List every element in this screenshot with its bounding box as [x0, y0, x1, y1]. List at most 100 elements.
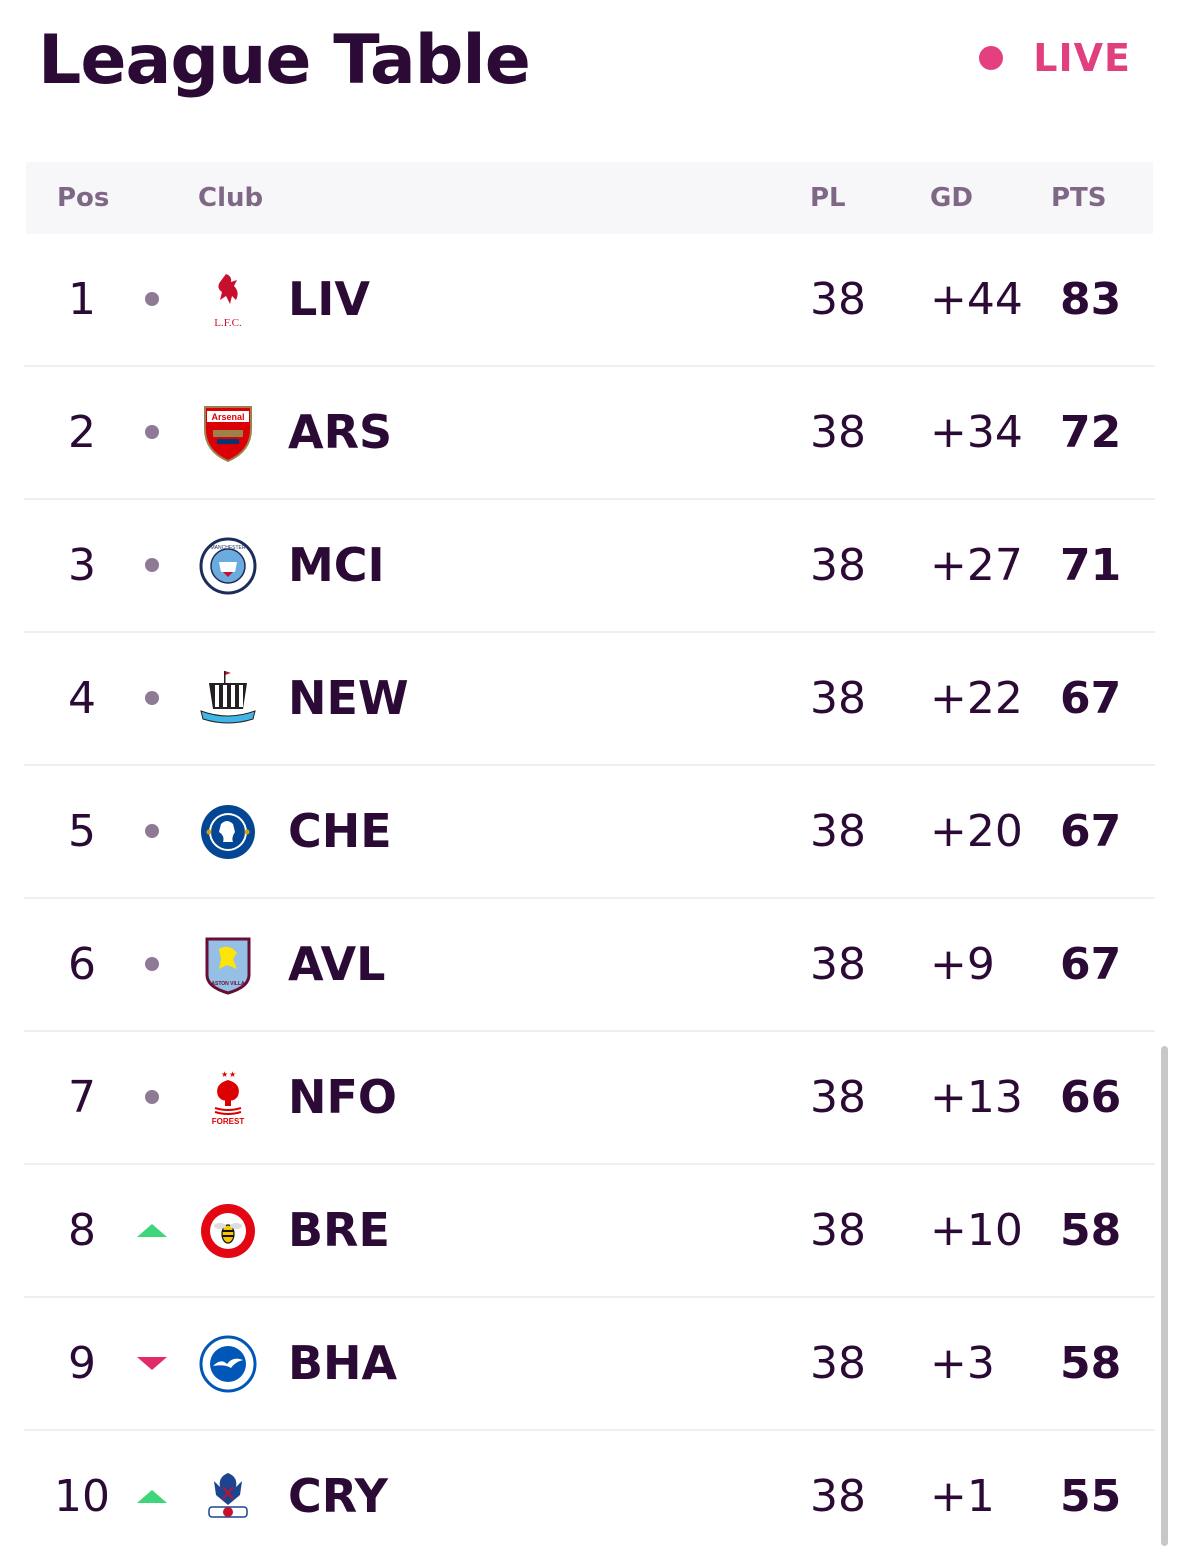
table-row[interactable]: 3 MANCHESTER MCI 38 +27 71	[24, 500, 1155, 633]
position: 9	[68, 1338, 96, 1389]
movement-indicator	[137, 287, 167, 311]
goal-difference-value: +20	[930, 806, 1023, 857]
movement-indicator	[137, 1085, 167, 1109]
table-row[interactable]: 2 Arsenal ARS 38 +34 72	[24, 367, 1155, 500]
movement-indicator	[137, 686, 167, 710]
goal-difference-value: +13	[930, 1072, 1023, 1123]
table-row[interactable]: 6 ASTON VILLA AVL 38 +9 67	[24, 899, 1155, 1032]
points-value: 66	[1060, 1072, 1122, 1123]
arrow-up-icon	[137, 1223, 167, 1237]
played-value: 38	[810, 1471, 866, 1522]
goal-difference-value: +27	[930, 540, 1023, 591]
movement-indicator	[137, 1484, 167, 1508]
points-value: 67	[1060, 939, 1122, 990]
svg-text:FOREST: FOREST	[212, 1117, 245, 1126]
position: 5	[68, 806, 96, 857]
played-value: 38	[810, 673, 866, 724]
points-value: 67	[1060, 673, 1122, 724]
arsenal-crest-text: Arsenal	[211, 412, 244, 422]
goal-difference-value: +1	[930, 1471, 995, 1522]
column-header-pl[interactable]: PL	[810, 183, 846, 213]
club-name[interactable]: BHA	[288, 1336, 398, 1390]
svg-text:MANCHESTER: MANCHESTER	[210, 545, 245, 551]
liverpool-crest-text: L.F.C.	[214, 317, 242, 329]
points-value: 67	[1060, 806, 1122, 857]
club-name[interactable]: ARS	[288, 405, 393, 459]
column-header-club[interactable]: Club	[198, 183, 264, 213]
club-name[interactable]: AVL	[288, 937, 386, 991]
brentford-crest-icon[interactable]	[199, 1201, 257, 1261]
position: 7	[68, 1072, 96, 1123]
movement-indicator	[137, 819, 167, 843]
table-row[interactable]: 1 L.F.C. LIV 38 +44 83	[24, 234, 1155, 367]
movement-indicator	[137, 420, 167, 444]
page-title: League Table	[38, 21, 531, 100]
column-header-pos[interactable]: Pos	[57, 183, 110, 213]
no-change-dot-icon	[145, 957, 159, 971]
played-value: 38	[810, 1072, 866, 1123]
aston-villa-crest-icon[interactable]: ASTON VILLA	[199, 935, 257, 995]
club-name[interactable]: MCI	[288, 538, 385, 592]
points-value: 55	[1060, 1471, 1122, 1522]
movement-indicator	[137, 952, 167, 976]
scrollbar[interactable]	[1161, 1046, 1168, 1546]
no-change-dot-icon	[145, 425, 159, 439]
club-name[interactable]: CHE	[288, 804, 392, 858]
position: 4	[68, 673, 96, 724]
table-row[interactable]: 4 NEW 38 +22 67	[24, 633, 1155, 766]
table-row[interactable]: 9 BHA 38 +3 58	[24, 1298, 1155, 1431]
manchester-city-crest-icon[interactable]: MANCHESTER	[199, 536, 257, 596]
arsenal-crest-icon[interactable]: Arsenal	[199, 403, 257, 463]
points-value: 58	[1060, 1205, 1122, 1256]
position: 10	[54, 1471, 110, 1522]
points-value: 83	[1060, 274, 1122, 325]
svg-text:★: ★	[221, 1070, 228, 1079]
live-indicator[interactable]: LIVE	[979, 36, 1131, 80]
no-change-dot-icon	[145, 824, 159, 838]
no-change-dot-icon	[145, 292, 159, 306]
position: 3	[68, 540, 96, 591]
table-row[interactable]: 10 CRY 38 +1 55	[24, 1431, 1155, 1546]
position: 2	[68, 407, 96, 458]
chelsea-crest-icon[interactable]	[199, 802, 257, 862]
table-body: 1 L.F.C. LIV 38 +44 83 2 Arsenal ARS 38 +34 72 3 MANC…	[0, 234, 1179, 1546]
played-value: 38	[810, 540, 866, 591]
table-row[interactable]: 8 BRE 38 +10 58	[24, 1165, 1155, 1298]
movement-indicator	[137, 553, 167, 577]
goal-difference-value: +34	[930, 407, 1023, 458]
position: 6	[68, 939, 96, 990]
movement-indicator	[137, 1351, 167, 1375]
points-value: 71	[1060, 540, 1122, 591]
column-header-pts[interactable]: PTS	[1051, 183, 1107, 213]
crystal-palace-crest-icon[interactable]	[199, 1467, 257, 1527]
goal-difference-value: +9	[930, 939, 995, 990]
table-row[interactable]: 5 CHE 38 +20 67	[24, 766, 1155, 899]
goal-difference-value: +10	[930, 1205, 1023, 1256]
nottingham-forest-crest-icon[interactable]: ★ ★ FOREST	[199, 1068, 257, 1128]
club-name[interactable]: NFO	[288, 1070, 398, 1124]
no-change-dot-icon	[145, 1090, 159, 1104]
table-row[interactable]: 7 ★ ★ FOREST NFO 38 +13 66	[24, 1032, 1155, 1165]
live-label: LIVE	[1033, 36, 1131, 80]
table-header: Pos Club PL GD PTS	[26, 162, 1153, 234]
club-name[interactable]: LIV	[288, 272, 371, 326]
arrow-down-icon	[137, 1356, 167, 1370]
live-dot-icon	[979, 46, 1004, 70]
liverpool-crest-icon[interactable]: L.F.C.	[199, 270, 257, 330]
no-change-dot-icon	[145, 691, 159, 705]
column-header-gd[interactable]: GD	[930, 183, 973, 213]
svg-text:ASTON VILLA: ASTON VILLA	[211, 981, 245, 987]
position: 1	[68, 274, 96, 325]
club-name[interactable]: NEW	[288, 671, 409, 725]
position: 8	[68, 1205, 96, 1256]
played-value: 38	[810, 806, 866, 857]
points-value: 72	[1060, 407, 1122, 458]
club-name[interactable]: CRY	[288, 1469, 388, 1523]
club-name[interactable]: BRE	[288, 1203, 390, 1257]
goal-difference-value: +22	[930, 673, 1023, 724]
no-change-dot-icon	[145, 558, 159, 572]
newcastle-crest-icon[interactable]	[199, 669, 257, 729]
brighton-crest-icon[interactable]	[199, 1334, 257, 1394]
goal-difference-value: +3	[930, 1338, 995, 1389]
